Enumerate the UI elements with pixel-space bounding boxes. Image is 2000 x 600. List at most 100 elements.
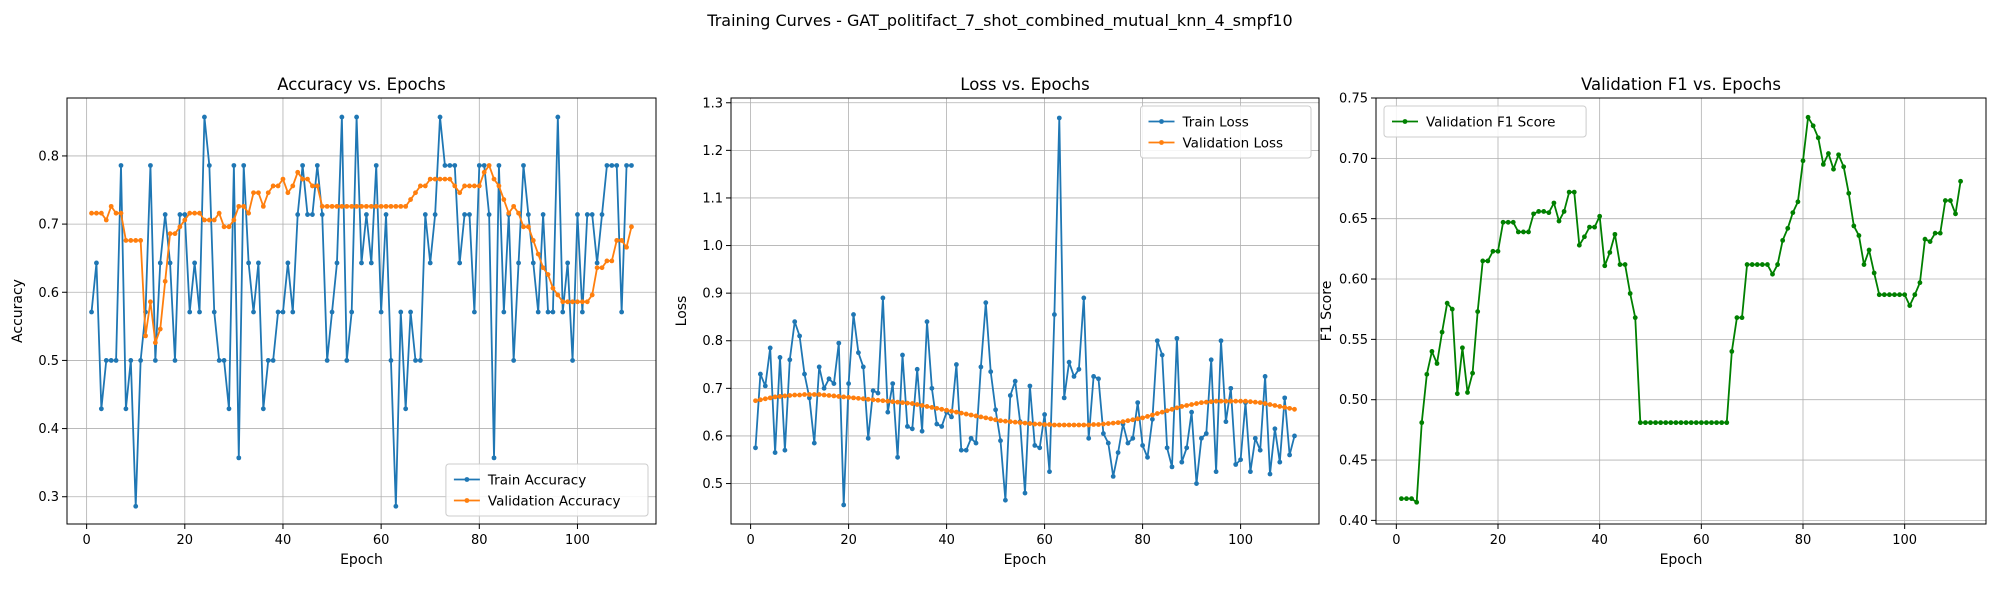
- data-point: [354, 114, 359, 120]
- x-tick-label: 80: [1795, 533, 1812, 548]
- data-point: [1086, 422, 1092, 428]
- data-point: [530, 260, 536, 266]
- data-point: [1120, 419, 1126, 425]
- legend-marker: [1402, 119, 1408, 124]
- data-point: [841, 394, 847, 400]
- data-point: [1169, 406, 1175, 412]
- data-point: [1154, 411, 1160, 416]
- data-point: [890, 381, 896, 386]
- y-tick-label: 0.45: [1339, 454, 1368, 469]
- legend-marker: [464, 477, 470, 482]
- data-point: [1668, 420, 1674, 426]
- data-point: [1424, 371, 1430, 377]
- data-point: [584, 299, 590, 305]
- data-point: [241, 203, 247, 209]
- data-point: [797, 392, 802, 398]
- data-point: [467, 212, 472, 217]
- data-point: [1881, 292, 1887, 298]
- data-point: [1942, 198, 1948, 203]
- x-tick-label: 0: [1392, 533, 1400, 548]
- data-point: [629, 224, 634, 230]
- data-point: [954, 362, 959, 367]
- data-point: [570, 299, 575, 305]
- data-point: [113, 358, 119, 363]
- data-point: [1252, 435, 1258, 441]
- data-point: [1948, 198, 1953, 203]
- data-point: [782, 393, 788, 399]
- data-point: [767, 395, 773, 401]
- data-point: [1571, 189, 1577, 195]
- data-point: [251, 309, 256, 315]
- y-tick-label: 0.60: [1339, 273, 1368, 288]
- data-point: [314, 163, 320, 168]
- data-point: [177, 224, 183, 230]
- data-point: [506, 210, 512, 216]
- legend: Validation F1 Score: [1383, 105, 1587, 138]
- y-tick-label: 0.50: [1339, 393, 1368, 408]
- data-point: [324, 203, 330, 209]
- data-point: [1243, 398, 1248, 404]
- data-point: [787, 393, 793, 398]
- data-point: [1866, 247, 1872, 253]
- data-point: [1729, 349, 1735, 354]
- data-point: [94, 260, 99, 266]
- data-point: [530, 238, 536, 243]
- data-point: [525, 224, 531, 230]
- x-tick-label: 60: [1036, 533, 1053, 548]
- x-tick-label: 80: [1134, 533, 1151, 548]
- data-point: [1052, 312, 1057, 317]
- data-point: [851, 395, 856, 401]
- data-point: [452, 183, 458, 189]
- data-point: [811, 392, 817, 397]
- data-point: [1061, 422, 1067, 428]
- axes-frame: [730, 97, 1320, 525]
- data-point: [1110, 420, 1116, 426]
- data-point: [1140, 443, 1145, 448]
- data-point: [860, 364, 866, 370]
- data-point: [988, 416, 994, 422]
- data-point: [1213, 469, 1219, 475]
- data-point: [285, 260, 291, 266]
- data-point: [826, 376, 832, 382]
- data-point: [206, 217, 212, 223]
- data-point: [471, 183, 477, 189]
- data-point: [1233, 398, 1239, 404]
- data-point: [1648, 420, 1653, 426]
- data-point: [846, 394, 851, 400]
- data-point: [157, 260, 163, 266]
- data-point: [138, 358, 144, 363]
- data-point: [1145, 414, 1150, 419]
- data-point: [1831, 166, 1836, 172]
- y-tick-label: 0.3: [38, 490, 59, 505]
- data-point: [939, 406, 945, 412]
- data-point: [1912, 292, 1918, 298]
- data-point: [1003, 418, 1008, 424]
- y-tick-label: 0.5: [38, 354, 59, 369]
- data-point: [290, 309, 296, 315]
- data-point: [398, 309, 404, 315]
- data-point: [1194, 401, 1199, 406]
- data-point: [807, 395, 812, 401]
- data-point: [609, 163, 615, 168]
- x-axis-label: Epoch: [1004, 552, 1047, 568]
- y-tick-label: 1.0: [702, 239, 723, 254]
- x-tick-label: 0: [82, 533, 90, 548]
- data-point: [1698, 420, 1704, 426]
- data-point: [1500, 219, 1506, 225]
- data-point: [501, 309, 507, 315]
- data-point: [182, 217, 188, 223]
- data-point: [1012, 419, 1018, 425]
- data-point: [310, 212, 315, 217]
- data-point: [1739, 315, 1745, 321]
- data-point: [919, 403, 925, 408]
- data-point: [565, 260, 571, 266]
- x-tick-label: 100: [565, 533, 590, 548]
- data-point: [1130, 435, 1136, 441]
- data-point: [1475, 309, 1481, 314]
- data-point: [1125, 440, 1131, 446]
- data-point: [167, 260, 173, 266]
- data-point: [811, 440, 817, 446]
- data-point: [1775, 262, 1780, 267]
- data-point: [1257, 447, 1263, 453]
- data-point: [187, 210, 193, 216]
